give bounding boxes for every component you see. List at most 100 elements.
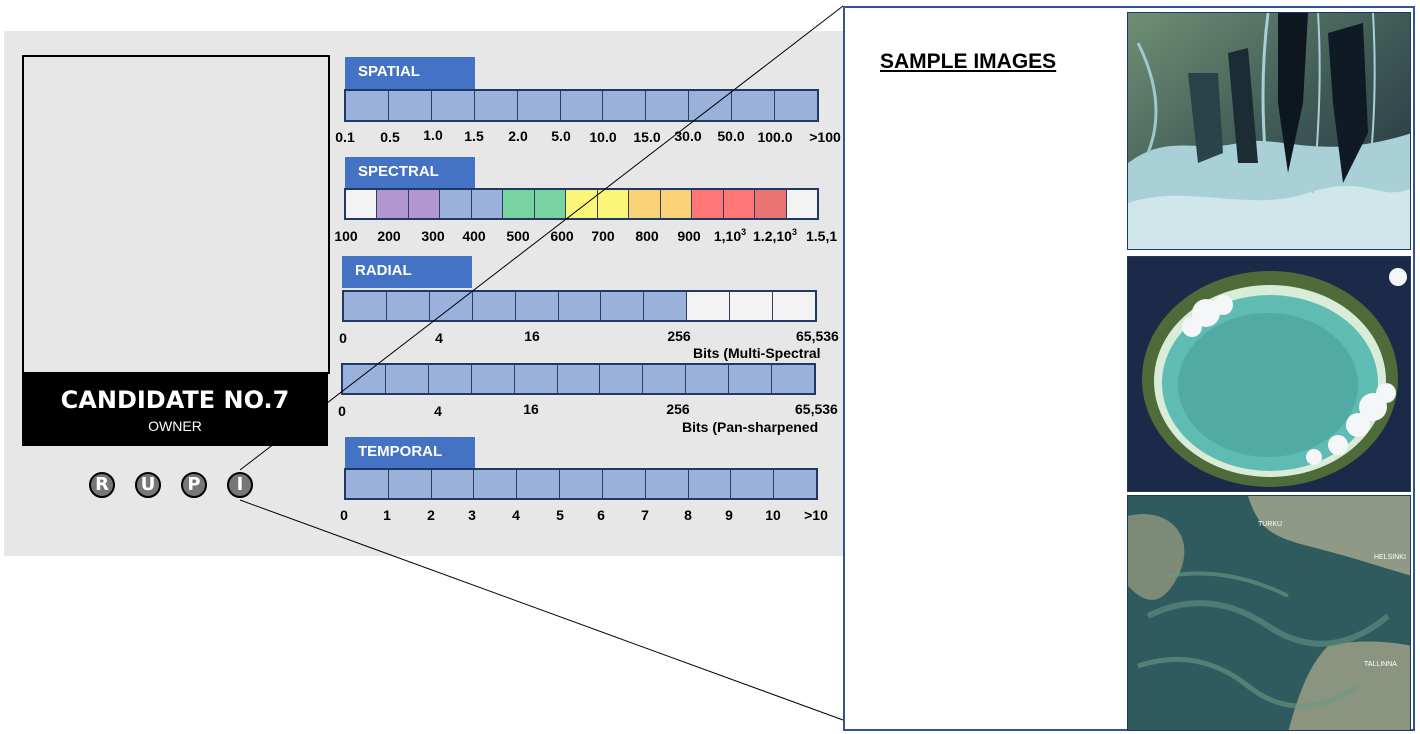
candidate-nameplate: CANDIDATE NO.7 OWNER	[22, 372, 328, 446]
ticks-spatial-label: 10.0	[589, 129, 617, 145]
rupi-r-button[interactable]: R	[89, 472, 115, 498]
bar-spectral-segment	[534, 190, 567, 218]
ticks-spectral-label: 900	[677, 228, 701, 244]
callout-line-top	[239, 5, 844, 471]
bar-spatial-segment	[732, 91, 776, 120]
bar-radial-pan-segment	[343, 365, 386, 393]
ticks-temporal-label: 1	[383, 507, 391, 523]
ticks-temporal-label: 4	[512, 507, 520, 523]
ticks-spatial-label: 50.0	[717, 128, 745, 144]
bar-spectral-segment	[471, 190, 504, 218]
bar-radial-pan-segment	[643, 365, 687, 393]
ticks-spatial-label: >100	[809, 129, 841, 145]
temporal-bar	[344, 468, 818, 500]
bar-spectral-segment	[440, 190, 472, 218]
bar-spectral-segment	[786, 190, 818, 218]
bar-spatial-segment	[603, 91, 647, 120]
bar-temporal-segment	[774, 470, 816, 498]
bar-spatial-segment	[474, 91, 518, 120]
radial-multispectral-bar	[342, 290, 817, 322]
temporal-header: TEMPORAL	[345, 437, 475, 469]
radial-ms-label: Bits (Multi-Spectral	[693, 345, 821, 361]
radial-ms-tick-65536: 65,536	[796, 328, 839, 344]
radial-ms-tick-256: 256	[667, 328, 691, 344]
bar-spatial-segment	[346, 91, 389, 120]
ticks-temporal-label: 6	[597, 507, 605, 523]
bar-radial-ms-segment	[344, 292, 387, 320]
bar-radial-pan-segment	[385, 365, 429, 393]
bar-radial-ms-segment	[601, 292, 645, 320]
tallinna-label: TALLINNA	[1364, 661, 1397, 668]
bar-radial-pan-segment	[686, 365, 730, 393]
ticks-spatial-label: 0.1	[335, 129, 355, 145]
rupi-p-button[interactable]: P	[181, 472, 207, 498]
ticks-spectral-label: 400	[462, 228, 486, 244]
radial-pan-tick-16: 16	[523, 401, 539, 417]
bar-temporal-segment	[431, 470, 475, 498]
bar-spectral-segment	[408, 190, 441, 218]
candidate-name: CANDIDATE NO.7	[60, 386, 290, 414]
ticks-spectral-label: 600	[550, 228, 574, 244]
spectral-tick-last: 1.5,1	[806, 228, 838, 244]
bar-spectral-segment	[377, 190, 409, 218]
sample-images-title: SAMPLE IMAGES	[880, 50, 1057, 73]
bar-radial-pan-segment	[471, 365, 515, 393]
radial-ms-tick-0: 0	[339, 330, 347, 346]
bar-spectral-segment	[692, 190, 724, 218]
ticks-spectral-label: 700	[591, 228, 615, 244]
bar-spectral-segment	[723, 190, 756, 218]
ticks-spatial-label: 100.0	[757, 129, 793, 145]
radial-ms-tick-4: 4	[435, 330, 443, 346]
bar-radial-ms-segment	[644, 292, 688, 320]
radial-pan-tick-65536: 65,536	[795, 401, 838, 417]
ticks-temporal-label: 3	[468, 507, 476, 523]
bar-temporal-segment	[645, 470, 689, 498]
radial-pan-tick-256: 256	[666, 401, 690, 417]
bar-spectral-segment	[597, 190, 630, 218]
ticks-spectral-label: 200	[377, 228, 401, 244]
spectral-header: SPECTRAL	[345, 157, 475, 189]
bar-temporal-segment	[602, 470, 646, 498]
bar-spectral-segment	[660, 190, 693, 218]
bar-spectral-segment	[755, 190, 787, 218]
ticks-temporal-label: 0	[340, 507, 348, 523]
bar-radial-pan-segment	[600, 365, 644, 393]
ticks-spectral-label: 100	[334, 228, 358, 244]
ticks-temporal-label: 8	[684, 507, 692, 523]
spatial-header: SPATIAL	[345, 57, 475, 89]
spectral-tick-1.2k-base: 1.2,10	[753, 228, 792, 244]
spectral-tick-1.2k: 1.2,103	[753, 227, 797, 244]
turku-label: TURKU	[1258, 521, 1282, 528]
bar-spatial-segment	[646, 91, 690, 120]
bar-spatial-segment	[431, 91, 475, 120]
candidate-photo-placeholder	[22, 55, 330, 374]
bar-spatial-segment	[517, 91, 561, 120]
delta-satellite-image	[1127, 12, 1411, 250]
radial-pansharpened-bar	[341, 363, 816, 395]
radial-pan-label: Bits (Pan-sharpened	[682, 419, 819, 435]
bar-temporal-segment	[688, 470, 732, 498]
bar-spatial-segment	[388, 91, 432, 120]
bar-radial-ms-segment	[386, 292, 430, 320]
bar-radial-ms-segment	[515, 292, 559, 320]
ticks-temporal-label: 9	[725, 507, 733, 523]
bar-spatial-segment	[560, 91, 604, 120]
bar-spatial-segment	[689, 91, 733, 120]
bar-spectral-segment	[503, 190, 535, 218]
bar-radial-ms-segment	[773, 292, 815, 320]
bar-temporal-segment	[560, 470, 603, 498]
spectral-tick-1k-exp: 3	[741, 227, 747, 237]
ticks-spatial-label: 2.0	[508, 128, 528, 144]
spectral-tick-1.2k-exp: 3	[791, 227, 797, 237]
ticks-spatial-label: 15.0	[633, 129, 661, 145]
bar-radial-ms-segment	[472, 292, 516, 320]
rupi-u-button[interactable]: U	[135, 472, 161, 498]
ticks-temporal-label: 10	[765, 507, 781, 523]
ticks-temporal-label: 7	[641, 507, 649, 523]
ticks-spatial-label: 1.5	[464, 128, 484, 144]
ticks-temporal-label: 5	[556, 507, 564, 523]
bar-radial-pan-segment	[514, 365, 558, 393]
radial-pan-tick-0: 0	[338, 403, 346, 419]
rupi-i-button[interactable]: I	[227, 472, 253, 498]
ticks-spatial-label: 30.0	[674, 128, 702, 144]
